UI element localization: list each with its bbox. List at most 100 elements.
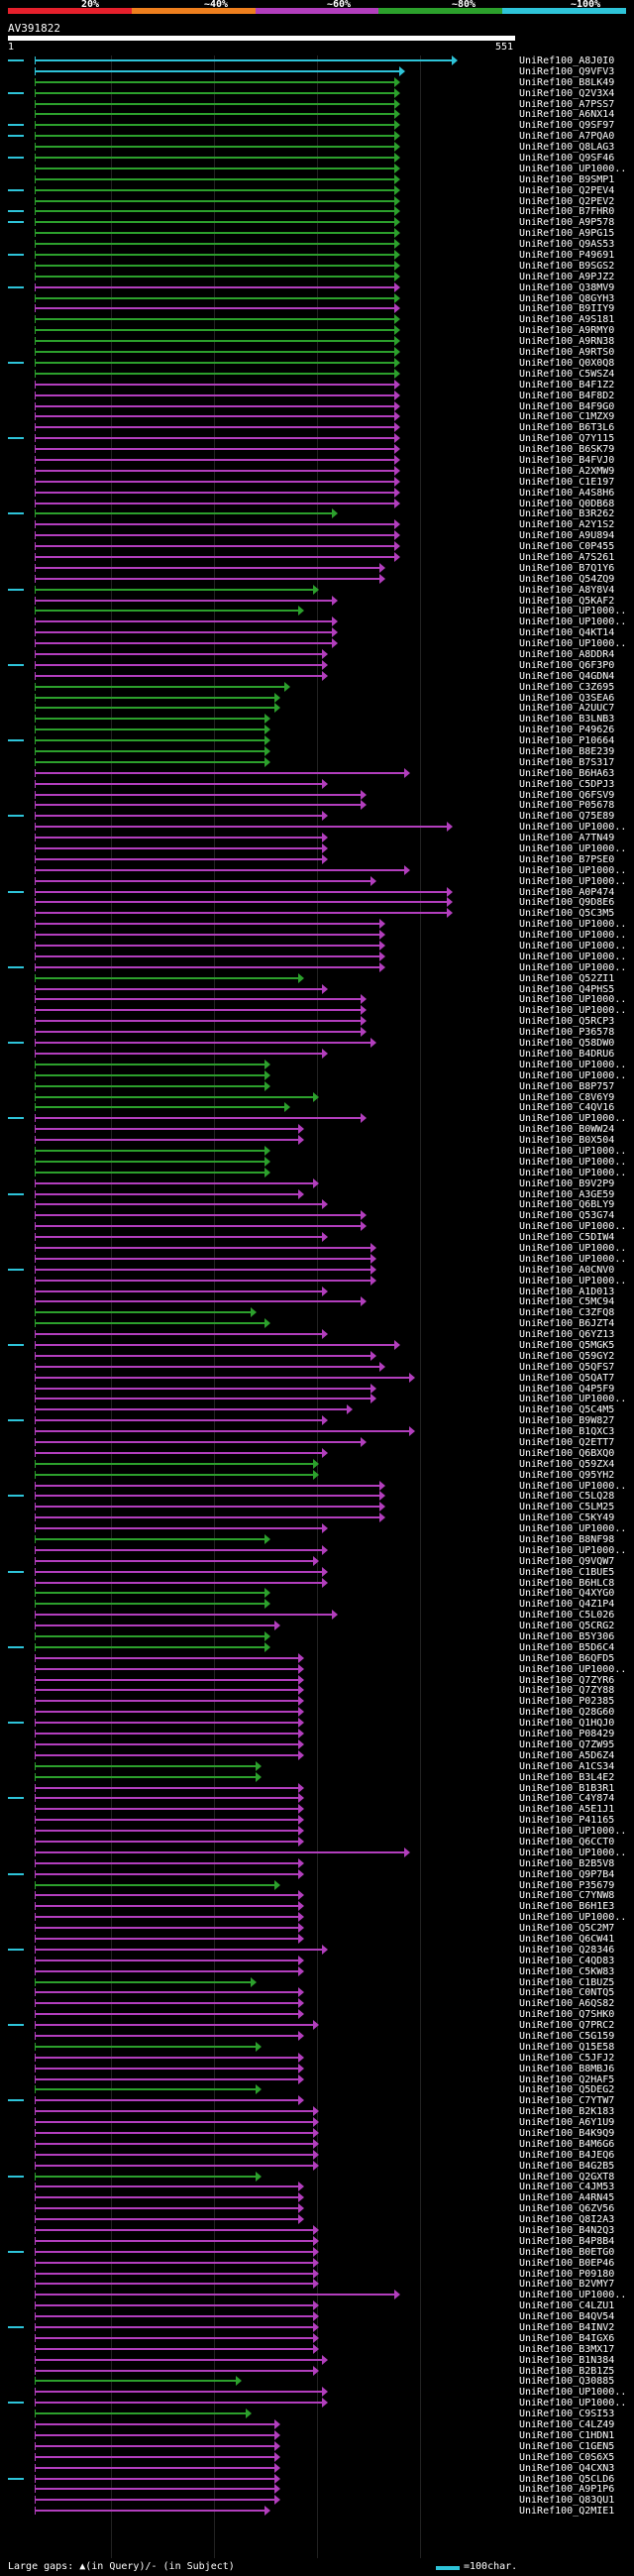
hit-bar[interactable] (35, 1279, 370, 1282)
hit-bar[interactable] (35, 674, 322, 677)
hit-bar[interactable] (35, 1905, 298, 1908)
hit-row[interactable]: UniRef100_Q0X0Q8 (8, 357, 626, 369)
hit-row[interactable]: UniRef100_B4INV2 (8, 2322, 626, 2333)
hit-label[interactable]: UniRef100_P35679 (519, 1879, 615, 1891)
hit-row[interactable]: UniRef100_A7PSS7 (8, 98, 626, 110)
hit-bar[interactable] (35, 2077, 298, 2080)
hit-label[interactable]: UniRef100_B7PSE0 (519, 853, 615, 865)
hit-bar[interactable] (35, 1592, 264, 1595)
hit-row[interactable]: UniRef100_UP1000.. (8, 638, 626, 649)
hit-label[interactable]: UniRef100_C1E197 (519, 476, 615, 488)
hit-bar[interactable] (35, 857, 322, 860)
hit-row[interactable]: UniRef100_Q1HQJ0 (8, 1718, 626, 1729)
hit-row[interactable]: UniRef100_P08429 (8, 1729, 626, 1739)
hit-row[interactable]: UniRef100_C8V6Y9 (8, 1091, 626, 1103)
hit-bar[interactable] (35, 232, 394, 235)
hit-bar[interactable] (35, 545, 394, 548)
hit-label[interactable]: UniRef100_B6HLC8 (519, 1577, 615, 1589)
hit-bar[interactable] (35, 1214, 361, 1217)
hit-row[interactable]: UniRef100_Q4CXN3 (8, 2462, 626, 2474)
hit-row[interactable]: UniRef100_Q7ZYR6 (8, 1674, 626, 1686)
hit-label[interactable]: UniRef100_P41165 (519, 1815, 615, 1827)
hit-bar[interactable] (35, 1980, 251, 1983)
hit-label[interactable]: UniRef100_Q2HAF5 (519, 2073, 615, 2085)
hit-row[interactable]: UniRef100_Q6F3P0 (8, 659, 626, 671)
hit-label[interactable]: UniRef100_UP1000.. (519, 941, 627, 952)
hit-label[interactable]: UniRef100_B7Q1Y6 (519, 562, 615, 574)
hit-bar[interactable] (35, 113, 394, 116)
hit-label[interactable]: UniRef100_Q5MGK5 (519, 1339, 615, 1351)
hit-row[interactable]: UniRef100_B6H1E3 (8, 1901, 626, 1912)
hit-bar[interactable] (35, 1937, 298, 1940)
hit-bar[interactable] (35, 2153, 313, 2156)
hit-label[interactable]: UniRef100_A9RTS0 (519, 347, 615, 359)
hit-bar[interactable] (35, 102, 394, 105)
hit-label[interactable]: UniRef100_B5D6C4 (519, 1641, 615, 1653)
hit-row[interactable]: UniRef100_Q5DEG2 (8, 2084, 626, 2095)
hit-label[interactable]: UniRef100_Q2MIE1 (519, 2506, 615, 2518)
hit-bar[interactable] (35, 2218, 298, 2221)
hit-label[interactable]: UniRef100_A9P1P6 (519, 2484, 615, 2496)
hit-bar[interactable] (35, 2056, 298, 2059)
hit-row[interactable]: UniRef100_P41165 (8, 1815, 626, 1826)
hit-label[interactable]: UniRef100_C4JM53 (519, 2182, 615, 2193)
hit-bar[interactable] (35, 945, 379, 948)
hit-row[interactable]: UniRef100_UP1000.. (8, 1275, 626, 1287)
hit-bar[interactable] (35, 1656, 298, 1659)
hit-row[interactable]: UniRef100_B0EP46 (8, 2257, 626, 2269)
hit-label[interactable]: UniRef100_C5G159 (519, 2030, 615, 2042)
hit-row[interactable]: UniRef100_A8Y8V4 (8, 584, 626, 596)
hit-label[interactable]: UniRef100_Q0X0Q8 (519, 357, 615, 369)
hit-row[interactable]: UniRef100_P10664 (8, 735, 626, 746)
hit-bar[interactable] (35, 1462, 313, 1465)
hit-label[interactable]: UniRef100_A2XMW9 (519, 465, 615, 477)
hit-label[interactable]: UniRef100_Q0DB68 (519, 498, 615, 509)
hit-bar[interactable] (35, 2142, 313, 2145)
hit-label[interactable]: UniRef100_Q9VFV3 (519, 65, 615, 77)
hit-bar[interactable] (35, 2185, 298, 2188)
hit-bar[interactable] (35, 2132, 313, 2134)
hit-label[interactable]: UniRef100_C4LZ49 (519, 2419, 615, 2431)
hit-bar[interactable] (35, 523, 394, 526)
hit-bar[interactable] (35, 2499, 274, 2502)
hit-label[interactable]: UniRef100_P08429 (519, 1729, 615, 1740)
hit-bar[interactable] (35, 760, 264, 763)
hit-row[interactable]: UniRef100_UP1000.. (8, 2398, 626, 2408)
hit-label[interactable]: UniRef100_C1GEN5 (519, 2440, 615, 2452)
hit-label[interactable]: UniRef100_B1N384 (519, 2354, 615, 2366)
hit-label[interactable]: UniRef100_UP1000.. (519, 616, 627, 628)
hit-label[interactable]: UniRef100_Q5CRG2 (519, 1621, 615, 1632)
hit-bar[interactable] (35, 1343, 394, 1346)
hit-bar[interactable] (35, 69, 399, 72)
hit-row[interactable]: UniRef100_Q8I2A3 (8, 2214, 626, 2225)
hit-bar[interactable] (35, 285, 394, 288)
hit-row[interactable]: UniRef100_A7TN49 (8, 833, 626, 843)
hit-label[interactable]: UniRef100_P02385 (519, 1696, 615, 1708)
hit-row[interactable]: UniRef100_B4QV54 (8, 2311, 626, 2322)
hit-bar[interactable] (35, 502, 394, 504)
hit-bar[interactable] (35, 1181, 313, 1184)
hit-row[interactable]: UniRef100_B6JZT4 (8, 1318, 626, 1329)
hit-label[interactable]: UniRef100_A9RMY0 (519, 325, 615, 337)
hit-label[interactable]: UniRef100_UP1000.. (519, 919, 627, 931)
hit-bar[interactable] (35, 1020, 361, 1023)
hit-label[interactable]: UniRef100_Q8I2A3 (519, 2214, 615, 2226)
hit-row[interactable]: UniRef100_B6T3L6 (8, 422, 626, 433)
hit-row[interactable]: UniRef100_Q75E89 (8, 811, 626, 822)
hit-row[interactable]: UniRef100_Q5CRG2 (8, 1621, 626, 1631)
hit-row[interactable]: UniRef100_UP1000.. (8, 843, 626, 854)
hit-bar[interactable] (35, 912, 447, 915)
hit-row[interactable]: UniRef100_B7FHR0 (8, 206, 626, 217)
hit-row[interactable]: UniRef100_A7PQA0 (8, 131, 626, 142)
hit-bar[interactable] (35, 2326, 313, 2329)
hit-label[interactable]: UniRef100_C5DIW4 (519, 1232, 615, 1244)
hit-row[interactable]: UniRef100_UP1000.. (8, 1221, 626, 1232)
hit-bar[interactable] (35, 2002, 298, 2005)
hit-label[interactable]: UniRef100_UP1000.. (519, 1394, 627, 1405)
hit-bar[interactable] (35, 1246, 370, 1249)
hit-label[interactable]: UniRef100_B6H1E3 (519, 1901, 615, 1913)
hit-bar[interactable] (35, 318, 394, 321)
hit-bar[interactable] (35, 718, 264, 721)
hit-label[interactable]: UniRef100_Q8GYH3 (519, 292, 615, 304)
hit-label[interactable]: UniRef100_B9SMP1 (519, 173, 615, 185)
